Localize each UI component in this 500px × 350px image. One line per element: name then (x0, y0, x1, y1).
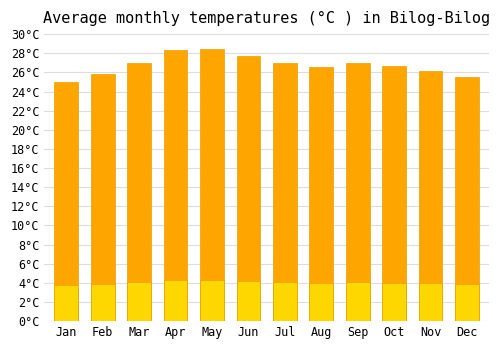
Bar (54, 285, 78, 321)
Bar (236, 281, 260, 321)
Bar (91, 75, 114, 321)
Bar (310, 283, 333, 321)
Bar (128, 282, 151, 321)
Bar (54, 82, 78, 321)
Bar (455, 77, 479, 321)
Bar (382, 283, 406, 321)
Bar (346, 282, 370, 321)
Bar (382, 66, 406, 321)
Bar (273, 282, 296, 321)
Bar (200, 49, 224, 321)
Bar (455, 285, 479, 321)
Bar (164, 280, 188, 321)
Bar (310, 67, 333, 321)
Bar (128, 63, 151, 321)
Bar (273, 63, 296, 321)
Title: Average monthly temperatures (°C ) in Bilog-Bilog: Average monthly temperatures (°C ) in Bi… (43, 11, 490, 26)
Bar (164, 50, 188, 321)
Bar (236, 56, 260, 321)
Bar (91, 284, 114, 321)
Bar (346, 63, 370, 321)
Bar (200, 280, 224, 321)
Bar (419, 71, 442, 321)
Bar (419, 284, 442, 321)
